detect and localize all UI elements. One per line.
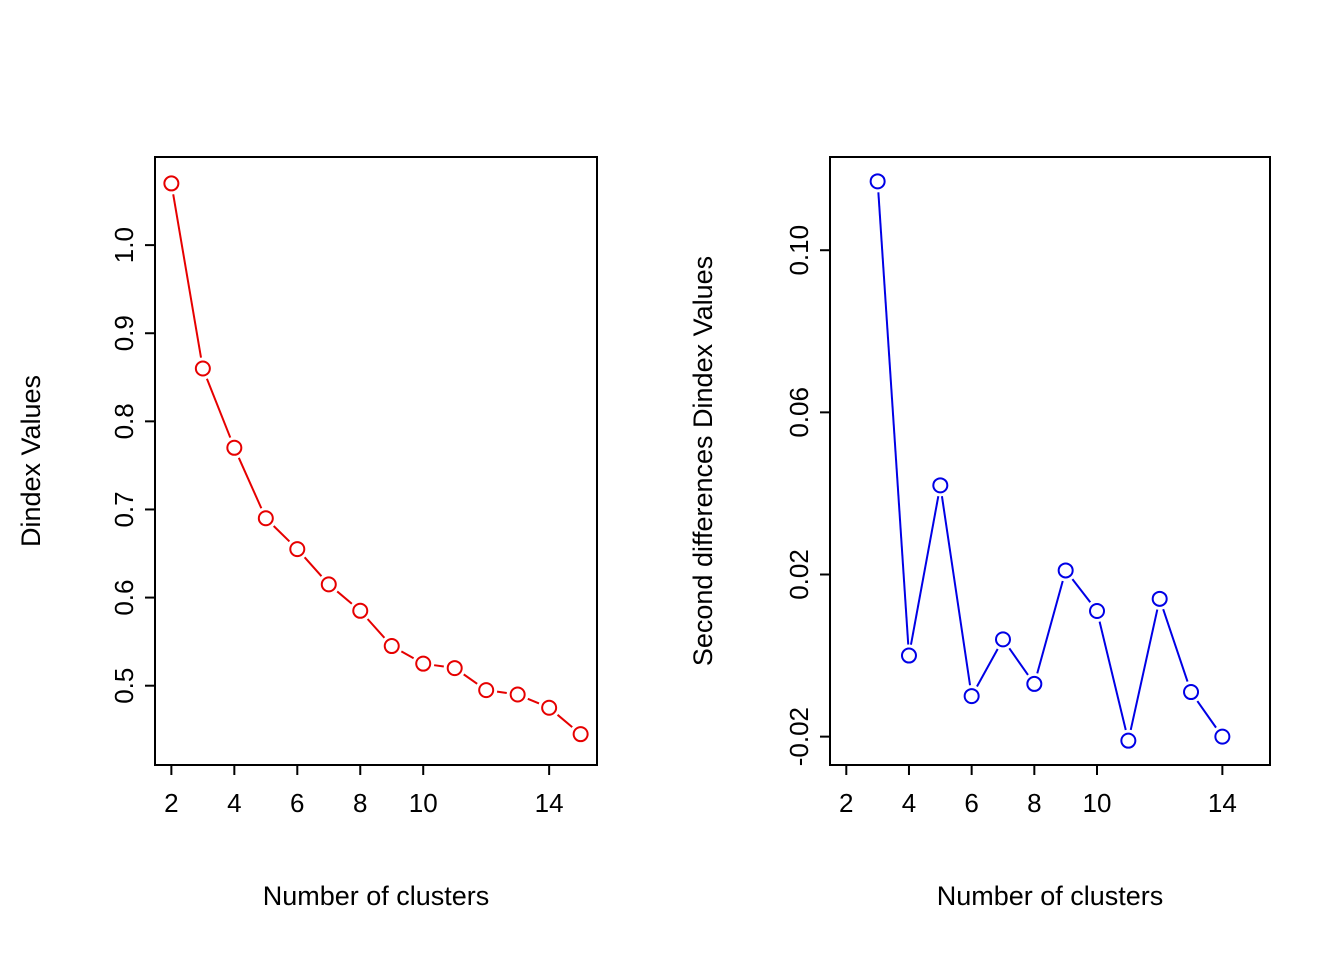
data-point: [478, 682, 495, 699]
data-point: [1183, 684, 1200, 701]
data-point: [226, 439, 243, 456]
data-point: [163, 175, 180, 192]
series-segment: [940, 496, 972, 686]
x-tick-label: 2: [839, 788, 853, 818]
series-segment: [1098, 621, 1127, 731]
left-plot: 2 4 6 8 10 14 0.5 0.6 0.7 0.8 0.9 1.0: [109, 156, 598, 818]
series-segment: [527, 697, 540, 705]
x-tick-label: 14: [1208, 788, 1237, 818]
series-segment: [877, 192, 910, 645]
data-point: [932, 477, 949, 494]
x-tick-label: 8: [353, 788, 367, 818]
y-tick-label: 1.0: [109, 227, 139, 263]
y-tick-label: 0.5: [109, 668, 139, 704]
x-tick-label: 14: [535, 788, 564, 818]
series-segment: [433, 664, 444, 668]
data-point: [352, 602, 369, 619]
data-point: [257, 510, 274, 527]
series-segment: [366, 618, 386, 639]
data-point: [1089, 602, 1106, 619]
series-segment: [400, 650, 415, 660]
series-segment: [909, 495, 940, 645]
data-point: [541, 699, 558, 716]
x-tick-label: 4: [902, 788, 916, 818]
y-tick-label: 0.9: [109, 315, 139, 351]
data-point: [415, 655, 432, 672]
series-segment: [556, 714, 573, 728]
x-tick-label: 10: [1083, 788, 1112, 818]
x-tick-label: 4: [227, 788, 241, 818]
right-x-axis-title: Number of clusters: [937, 881, 1164, 911]
y-tick-label: 0.7: [109, 491, 139, 527]
plot-border: [829, 156, 1271, 766]
data-point: [446, 660, 463, 677]
data-point: [572, 726, 589, 743]
x-tick-label: 6: [964, 788, 978, 818]
y-tick-label: 0.8: [109, 403, 139, 439]
data-point: [1120, 732, 1137, 749]
data-point: [289, 541, 306, 558]
series-segment: [336, 590, 353, 605]
data-point: [1151, 590, 1168, 607]
series-segment: [496, 690, 507, 694]
data-point: [1214, 728, 1231, 745]
series-segment: [976, 648, 999, 687]
right-y-axis-title: Second differences Dindex Values: [688, 256, 718, 666]
x-tick-label: 2: [164, 788, 178, 818]
data-point: [994, 631, 1011, 648]
x-tick-label: 8: [1027, 788, 1041, 818]
data-point: [194, 360, 211, 377]
series-segment: [1008, 647, 1029, 676]
series-segment: [205, 378, 232, 438]
y-tick-label: 0.10: [784, 225, 814, 276]
series-segment: [1129, 609, 1159, 731]
plot-border: [154, 156, 598, 766]
x-tick-label: 6: [290, 788, 304, 818]
series-segment: [1036, 580, 1064, 674]
data-point: [1026, 675, 1043, 692]
data-point: [383, 638, 400, 655]
series-segment: [1162, 608, 1189, 682]
series-segment: [463, 673, 478, 685]
series-segment: [272, 525, 291, 543]
series-segment: [237, 457, 263, 509]
data-point: [320, 576, 337, 593]
left-y-axis-title: Dindex Values: [16, 375, 46, 547]
data-point: [963, 688, 980, 705]
y-tick-label: -0.02: [784, 707, 814, 766]
y-tick-label: 0.02: [784, 549, 814, 600]
series-segment: [1196, 700, 1217, 729]
series-segment: [172, 194, 202, 358]
series-segment: [1071, 578, 1092, 603]
data-point: [900, 647, 917, 664]
data-point: [869, 173, 886, 190]
x-tick-label: 10: [409, 788, 438, 818]
right-plot: 2 4 6 8 10 14 -0.02 0.02 0.06 0.10: [784, 156, 1271, 818]
data-point: [1057, 562, 1074, 579]
left-x-axis-title: Number of clusters: [263, 881, 490, 911]
y-tick-label: 0.06: [784, 387, 814, 438]
y-tick-label: 0.6: [109, 580, 139, 616]
series-segment: [303, 556, 323, 577]
data-point: [509, 686, 526, 703]
